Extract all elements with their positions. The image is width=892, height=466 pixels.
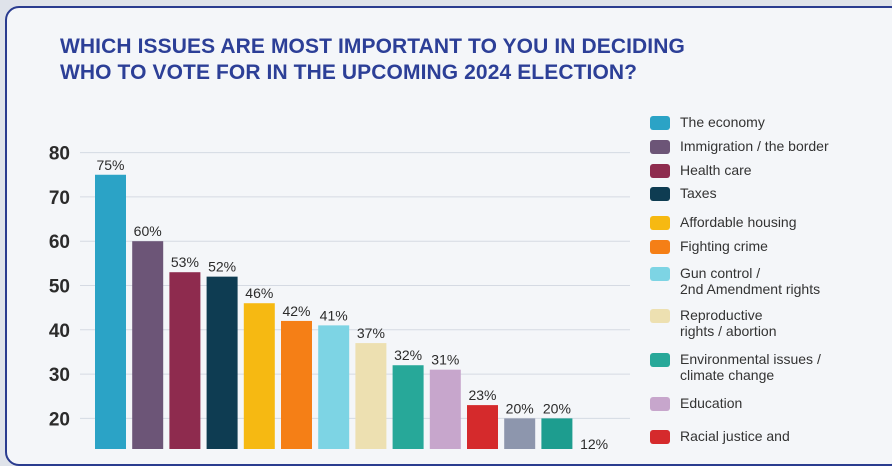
bar xyxy=(318,325,350,449)
legend-item: Environmental issues / climate change xyxy=(650,351,821,383)
bars xyxy=(95,174,573,449)
legend-item: Affordable housing xyxy=(650,214,797,230)
bar xyxy=(467,405,498,449)
bar-value-label: 32% xyxy=(394,347,422,363)
y-tick-label: 80 xyxy=(49,144,70,165)
y-tick-label: 50 xyxy=(49,277,70,298)
legend-label: Immigration / the border xyxy=(680,138,829,154)
bar-value-label: 23% xyxy=(468,387,496,403)
bar-value-label: 53% xyxy=(171,254,199,270)
legend-label: Gun control / 2nd Amendment rights xyxy=(680,265,821,297)
legend-item: The economy xyxy=(650,114,765,130)
y-tick-label: 20 xyxy=(49,409,70,430)
bar xyxy=(504,418,536,449)
bar-value-label: 12% xyxy=(580,436,608,449)
legend-label: Environmental issues / climate change xyxy=(680,351,821,383)
bar-value-label: 41% xyxy=(320,307,348,323)
bar xyxy=(541,418,573,449)
legend-item: Health care xyxy=(650,162,752,178)
legend-item: Racial justice and xyxy=(650,428,790,444)
bar xyxy=(132,241,164,449)
bar xyxy=(355,343,387,449)
bar-value-label: 75% xyxy=(96,157,124,173)
legend-item: Immigration / the border xyxy=(650,138,829,154)
bar-value-label: 60% xyxy=(134,223,162,239)
legend-swatch xyxy=(650,240,670,254)
chart-title: WHICH ISSUES ARE MOST IMPORTANT TO YOU I… xyxy=(60,34,820,86)
legend-swatch xyxy=(650,397,670,411)
y-axis-ticks: 80 70 60 50 40 30 20 xyxy=(49,144,70,431)
value-labels: 75% 60% 53% 52% 46% 42% 41% 37% 32% 31% 23% 20% 20% 1… xyxy=(96,157,608,449)
legend-item: Gun control / 2nd Amendment rights xyxy=(650,265,820,297)
chart-title-line-1: WHICH ISSUES ARE MOST IMPORTANT TO YOU I… xyxy=(60,35,685,58)
legend-label: The economy xyxy=(680,114,765,130)
y-tick-label: 30 xyxy=(49,365,70,386)
bar-value-label: 20% xyxy=(506,400,534,416)
legend-swatch xyxy=(650,267,670,281)
legend-label: Reproductive rights / abortion xyxy=(680,307,777,339)
bar-value-label: 52% xyxy=(208,259,236,275)
legend-item: Reproductive rights / abortion xyxy=(650,307,777,339)
bar xyxy=(429,369,461,449)
y-tick-label: 70 xyxy=(49,188,70,209)
bar xyxy=(281,320,312,449)
bar xyxy=(206,276,238,449)
legend-swatch xyxy=(650,216,670,230)
bar-value-label: 37% xyxy=(357,325,385,341)
y-tick-label: 60 xyxy=(49,232,70,253)
chart-title-line-2: WHO TO VOTE FOR IN THE UPCOMING 2024 ELE… xyxy=(60,61,638,84)
legend-swatch xyxy=(650,309,670,323)
legend-item: Education xyxy=(650,395,742,411)
legend-label: Racial justice and xyxy=(680,428,790,444)
y-tick-label: 40 xyxy=(49,321,70,342)
legend-swatch xyxy=(650,353,670,367)
legend-label: Affordable housing xyxy=(680,214,797,230)
legend-label: Taxes xyxy=(680,185,717,201)
legend-label: Health care xyxy=(680,162,752,178)
legend-swatch xyxy=(650,187,670,201)
bar xyxy=(95,174,126,449)
legend-label: Fighting crime xyxy=(680,238,768,254)
bar-value-label: 31% xyxy=(431,352,459,368)
bar-chart: 80 70 60 50 40 30 20 75% 60% 53% 52% 46% 42% 41% 37% 3… xyxy=(49,144,630,449)
legend-label: Education xyxy=(680,395,743,411)
bar-value-label: 20% xyxy=(543,400,571,416)
bar xyxy=(243,303,275,449)
legend-swatch xyxy=(650,116,670,130)
legend-swatch xyxy=(650,140,670,154)
bar-value-label: 46% xyxy=(245,285,273,301)
legend-swatch xyxy=(650,430,670,444)
bar-value-label: 42% xyxy=(282,303,310,319)
legend-item: Fighting crime xyxy=(650,238,768,254)
bar xyxy=(169,272,201,449)
legend-item: Taxes xyxy=(650,185,717,201)
legend-swatch xyxy=(650,164,670,178)
bar xyxy=(392,365,424,449)
